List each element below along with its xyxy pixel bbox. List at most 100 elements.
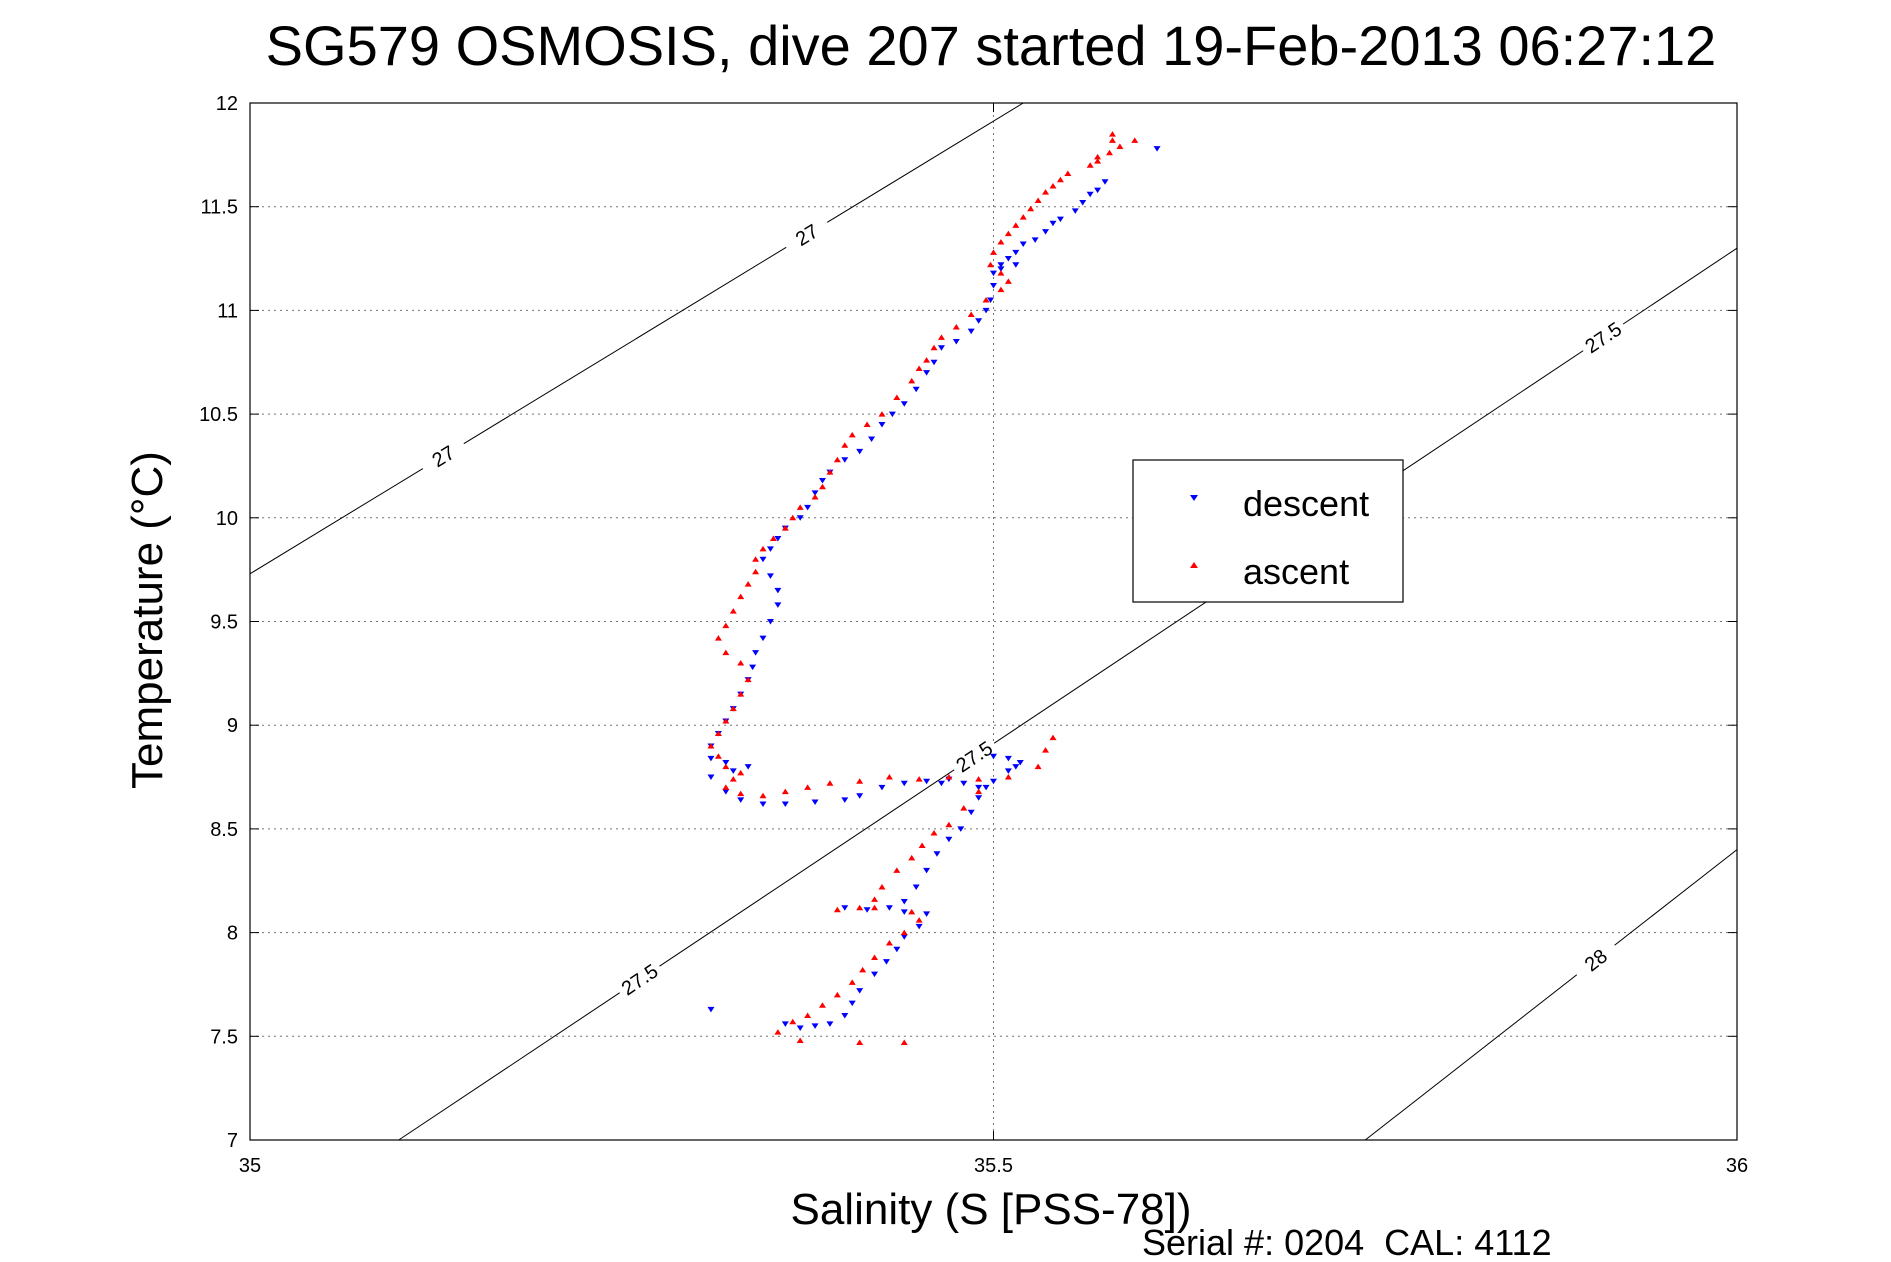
ascent-point (908, 908, 916, 915)
x-axis-label: Salinity (S [PSS-78]) (790, 1185, 1191, 1234)
descent-point (856, 448, 864, 455)
descent-point (752, 650, 760, 656)
legend-box (1132, 459, 1404, 603)
descent-point (878, 784, 886, 791)
ascent-point (1042, 189, 1050, 195)
ascent-point (833, 906, 841, 913)
descent-point (900, 909, 908, 915)
descent-point (722, 789, 730, 795)
descent-point (759, 635, 767, 642)
descent-point (868, 436, 876, 442)
ascent-point (1086, 162, 1094, 168)
ascent-point (1019, 214, 1027, 220)
descent-point (1016, 760, 1024, 766)
ascent-point (774, 1029, 782, 1035)
ascent-point (859, 966, 867, 973)
ascent-point (833, 991, 841, 998)
x-tick-label: 36 (1726, 1155, 1748, 1177)
grid-lines (250, 103, 1737, 1140)
ascent-point (908, 377, 916, 384)
descent-point (982, 307, 990, 314)
ascent-point (871, 896, 879, 902)
ascent-point (714, 753, 722, 759)
descent-point (1004, 768, 1012, 774)
descent-point (766, 546, 774, 552)
ascent-point (1027, 205, 1035, 212)
axis-ticks: 7 7.5 8 8.5 9 9.5 10 10.5 11 11.5 12 35 35.5 36 (199, 93, 1748, 1177)
ascent-point (833, 456, 841, 463)
descent-point (796, 1025, 804, 1032)
ascent-point (930, 830, 938, 836)
ascent-point (759, 545, 767, 552)
density-contour-line (1364, 849, 1738, 1141)
y-tick-label: 7.5 (210, 1026, 238, 1048)
ascent-point (923, 357, 931, 363)
y-tick-label: 10 (216, 508, 238, 530)
ascent-point (769, 535, 777, 542)
descent-point (945, 836, 953, 843)
descent-point (774, 587, 782, 594)
descent-point (893, 946, 901, 953)
descent-point (781, 801, 789, 808)
x-tick-label: 35 (239, 1155, 261, 1177)
ascent-point (737, 790, 745, 797)
y-tick-label: 7 (227, 1130, 238, 1152)
ascent-point (915, 365, 923, 371)
ascent-point (737, 691, 745, 697)
descent-point (933, 851, 941, 857)
descent-point (882, 959, 890, 965)
ascent-point (908, 854, 916, 861)
ascent-point (930, 344, 938, 351)
descent-point (952, 339, 960, 345)
descent-point (826, 1021, 834, 1027)
descent-point (990, 270, 997, 277)
ascent-point (856, 904, 864, 911)
y-tick-label: 8 (227, 923, 238, 945)
y-tick-label: 11.5 (201, 197, 238, 219)
descent-point (997, 262, 1005, 268)
ascent-point (1116, 143, 1124, 150)
descent-point (912, 386, 920, 393)
descent-point (975, 318, 983, 324)
ascent-point (878, 883, 886, 890)
descent-point (722, 760, 730, 766)
descent-point (1012, 764, 1020, 770)
ascent-point (811, 494, 819, 500)
descent-point (737, 797, 745, 803)
ascent-point (915, 917, 923, 923)
ascent-point (982, 297, 990, 303)
ascent-point (937, 334, 945, 340)
descent-point (804, 504, 812, 511)
ascent-point (752, 556, 760, 562)
descent-point (749, 664, 757, 671)
ascent-point (848, 431, 856, 438)
ascent-point (1012, 222, 1020, 228)
descent-point (707, 1006, 715, 1013)
descent-point (759, 556, 767, 563)
contour-label-bg (780, 212, 833, 257)
ascent-point (997, 270, 1005, 276)
descent-point (841, 1013, 849, 1019)
descent-point (796, 515, 804, 521)
descent-point (1071, 208, 1079, 214)
descent-point (930, 359, 938, 366)
descent-point (975, 784, 983, 791)
ascent-point (1056, 176, 1064, 183)
descent-point (766, 573, 774, 579)
ascent-point (1034, 763, 1042, 770)
ascent-point (1094, 158, 1102, 164)
descent-point (856, 988, 864, 994)
descent-point (871, 971, 879, 978)
contour-label-bg (613, 957, 666, 1002)
descent-point (915, 923, 923, 930)
ascent-point (796, 1037, 804, 1043)
contour-label-bg (948, 734, 1001, 779)
ascent-point (918, 842, 926, 848)
ascent-point (856, 1039, 864, 1046)
ascent-point (900, 929, 908, 936)
descent-point (1042, 229, 1050, 235)
ascent-point (893, 867, 901, 873)
descent-point (766, 619, 774, 625)
ascent-point (871, 904, 879, 911)
